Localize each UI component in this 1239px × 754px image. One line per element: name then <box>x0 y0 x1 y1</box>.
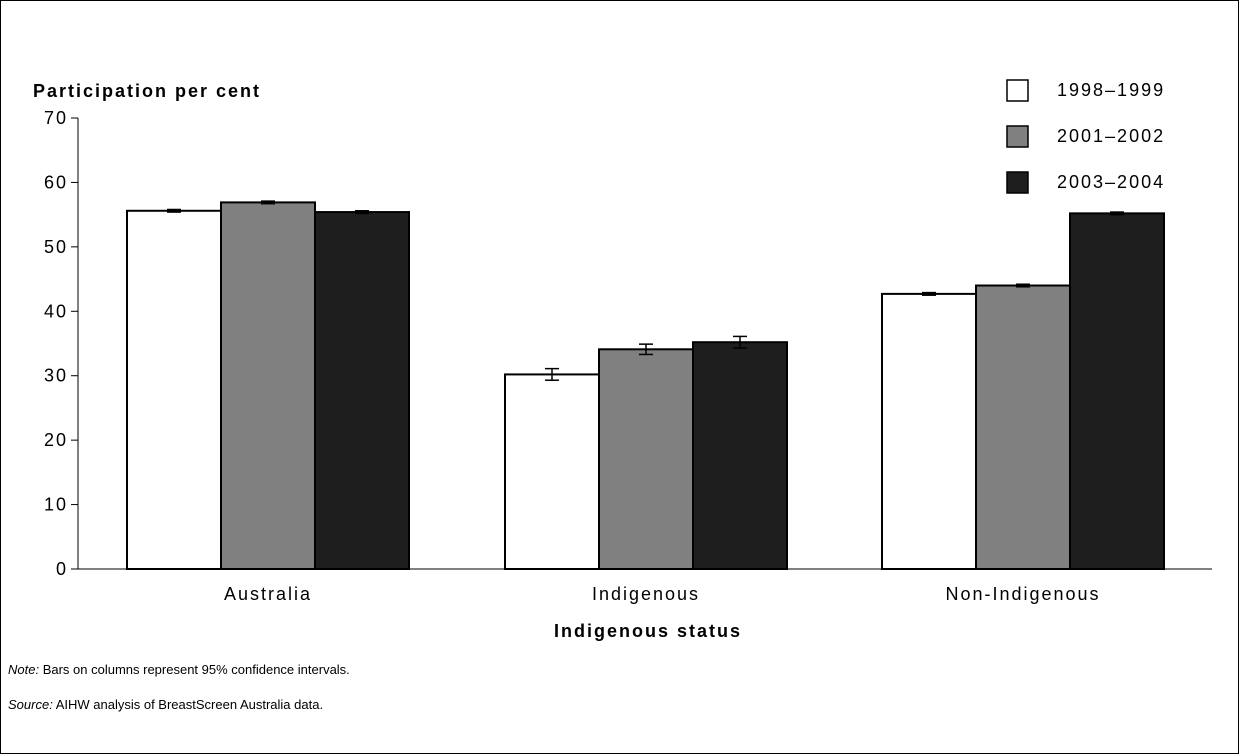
y-tick-label: 10 <box>44 495 68 515</box>
source-text: AIHW analysis of BreastScreen Australia … <box>52 697 324 712</box>
error-bar <box>261 200 275 205</box>
source-label: Source: <box>8 697 53 712</box>
bar <box>881 292 977 570</box>
legend-swatch <box>1006 79 1029 102</box>
bars <box>126 200 1165 571</box>
legend-label: 2001–2002 <box>1057 126 1165 146</box>
legend-label: 1998–1999 <box>1057 80 1165 100</box>
error-bar <box>545 367 559 381</box>
error-bar <box>167 208 181 213</box>
legend-label: 2003–2004 <box>1057 172 1165 192</box>
y-tick-label: 20 <box>44 430 68 450</box>
y-tick-label: 40 <box>44 301 68 321</box>
x-axis: Australia Indigenous Non-Indigenous <box>78 568 1212 604</box>
y-tick-label: 0 <box>56 559 68 579</box>
error-bar <box>1110 211 1124 216</box>
y-axis-title: Participation per cent <box>33 81 261 101</box>
y-axis: 0 10 20 30 40 50 60 70 <box>44 108 79 579</box>
x-axis-title: Indigenous status <box>554 621 742 641</box>
error-bar <box>922 291 936 296</box>
x-tick-label: Non-Indigenous <box>945 584 1100 604</box>
y-tick-label: 70 <box>44 108 68 128</box>
legend: 1998–1999 2001–2002 2003–2004 <box>1006 79 1165 194</box>
x-tick-label: Australia <box>224 584 312 604</box>
source-line: Source: AIHW analysis of BreastScreen Au… <box>8 697 323 712</box>
bar <box>1069 212 1165 570</box>
bar <box>598 348 694 571</box>
note-line: Note: Bars on columns represent 95% conf… <box>8 662 350 677</box>
x-tick-label: Indigenous <box>592 584 700 604</box>
error-bar <box>1016 283 1030 288</box>
bar <box>314 211 410 571</box>
legend-swatch <box>1006 125 1029 148</box>
bar <box>504 373 600 570</box>
y-tick-label: 60 <box>44 172 68 192</box>
bar <box>220 201 316 570</box>
y-tick-label: 50 <box>44 237 68 257</box>
bar <box>126 209 222 571</box>
error-bar <box>355 210 369 215</box>
note-text: Bars on columns represent 95% confidence… <box>39 662 350 677</box>
error-bar <box>733 335 747 349</box>
error-bar <box>639 343 653 356</box>
y-tick-label: 30 <box>44 366 68 386</box>
note-label: Note: <box>8 662 40 677</box>
bar <box>692 341 788 570</box>
bar <box>975 284 1071 570</box>
legend-swatch <box>1006 171 1029 194</box>
